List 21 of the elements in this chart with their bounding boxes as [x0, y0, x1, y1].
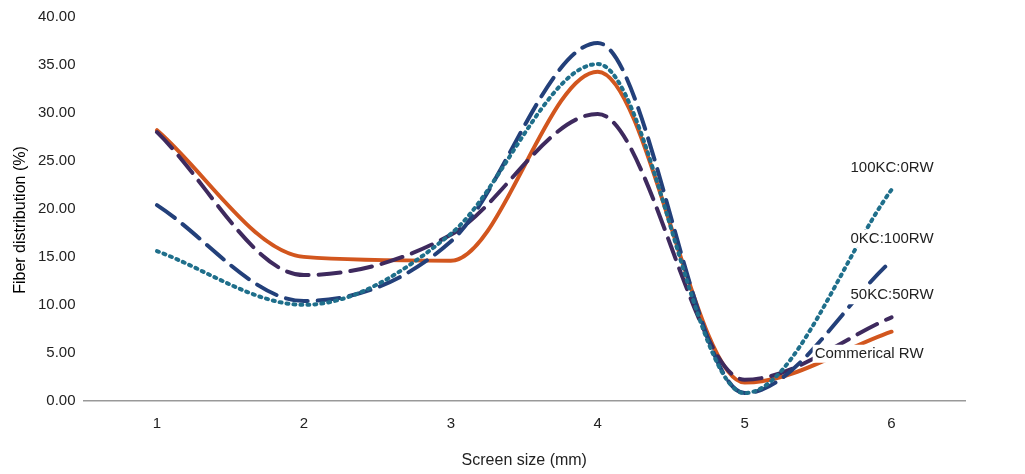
y-tick-label: 5.00 — [46, 342, 76, 360]
y-axis-title: Fiber distribution (%) — [11, 146, 29, 294]
series-label: 100KC:0RW — [850, 157, 935, 175]
y-tick-label: 25.00 — [37, 151, 76, 169]
x-tick-label: 4 — [593, 413, 602, 431]
y-tick-label: 15.00 — [37, 247, 76, 265]
x-tick-label: 3 — [446, 413, 455, 431]
x-tick-label: 6 — [887, 413, 896, 431]
x-tick-label: 1 — [152, 413, 162, 431]
series-label: Commerical RW — [814, 343, 925, 361]
y-tick-label: 10.00 — [37, 294, 76, 312]
y-tick-label: 20.00 — [37, 199, 76, 217]
x-tick-label: 5 — [740, 413, 749, 431]
y-tick-label: 0.00 — [46, 390, 76, 408]
series-label: 0KC:100RW — [850, 228, 935, 246]
x-tick-label: 2 — [299, 413, 309, 431]
y-tick-label: 30.00 — [37, 103, 76, 121]
y-tick-label: 35.00 — [37, 55, 76, 73]
y-tick-label: 40.00 — [37, 7, 76, 25]
series-label: 50KC:50RW — [850, 285, 935, 303]
x-axis-title: Screen size (mm) — [461, 450, 587, 468]
